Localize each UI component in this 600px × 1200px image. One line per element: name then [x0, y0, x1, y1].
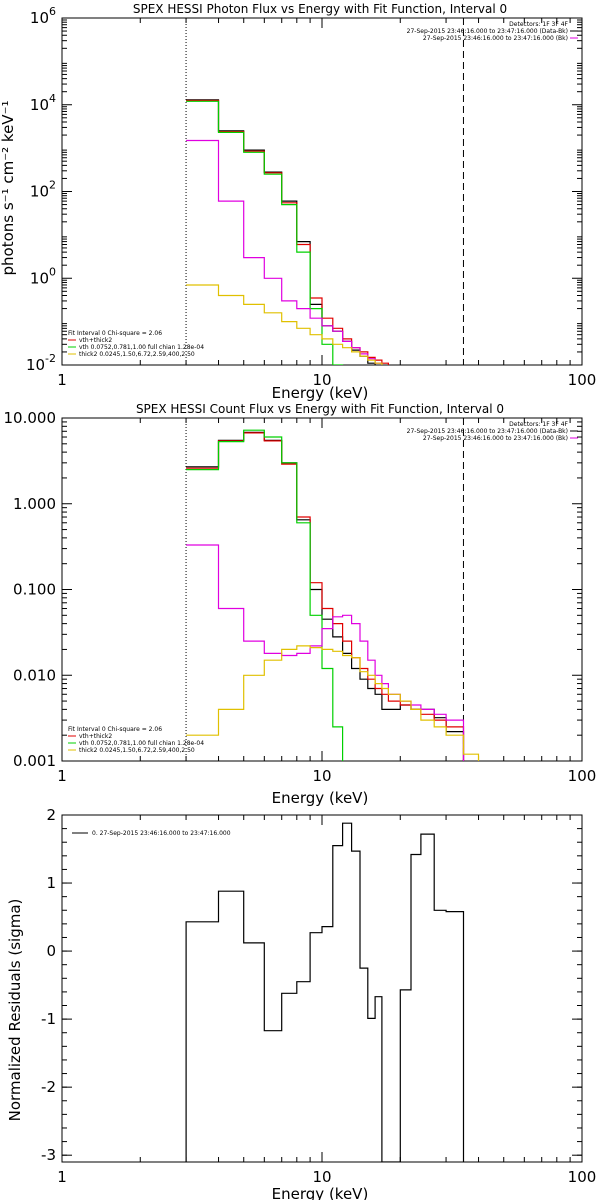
residuals-y-tick-label: -2 — [41, 1078, 56, 1096]
photon-flux-y-tick-exponent: 2 — [49, 179, 56, 192]
photon-flux-y-tick-exponent: 4 — [49, 92, 56, 105]
count-flux-series-thermal — [186, 429, 344, 761]
photon-flux-y-tick-label: 100 — [30, 265, 56, 287]
photon-flux-x-tick-label: 100 — [568, 371, 597, 389]
photon-flux-y-tick-label: 104 — [30, 92, 56, 114]
count-flux-y-tick-label: 10.000 — [4, 409, 57, 427]
photon-flux-title: SPEX HESSI Photon Flux vs Energy with Fi… — [133, 2, 507, 16]
photon-flux-legend-entry: Fit Interval 0 Chi-square = 2.06 — [68, 330, 162, 337]
count-flux-y-tick-label: 0.001 — [13, 752, 56, 770]
residuals-ylabel: Normalized Residuals (sigma) — [6, 899, 24, 1122]
count-flux-y-tick-label: 0.100 — [13, 581, 56, 599]
photon-flux-y-tick-base: 10 — [26, 356, 45, 374]
photon-flux-legend-entry: vth+thick2 — [79, 337, 112, 344]
residuals-x-tick-label: 10 — [312, 1168, 331, 1186]
residuals-series-data — [185, 822, 465, 1162]
photon-flux-y-tick-base: 10 — [30, 9, 49, 27]
photon-flux-panel: SPEX HESSI Photon Flux vs Energy with Fi… — [0, 2, 597, 402]
count-flux-x-tick-label: 10 — [312, 767, 331, 785]
count-flux-series-total — [186, 432, 465, 761]
count-flux-legend-entry: thick2 0.0245,1.50,6.72,2.59,400,2.50 — [79, 747, 195, 754]
photon-flux-xlabel: Energy (keV) — [272, 384, 369, 402]
photon-flux-y-tick-base: 10 — [30, 96, 49, 114]
photon-flux-x-tick-label: 1 — [57, 371, 67, 389]
photon-flux-series-power-law — [186, 139, 383, 365]
photon-flux-corner-text: 27-Sep-2015 23:46:16.000 to 23:47:16.000… — [423, 35, 568, 42]
photon-flux-x-tick-label: 10 — [312, 371, 331, 389]
photon-flux-legend-entry: thick2 0.0245,1.50,6.72,2.59,400,2.50 — [79, 351, 195, 358]
count-flux-corner-text: 27-Sep-2015 23:46:16.000 to 23:47:16.000… — [407, 428, 568, 435]
residuals-series-group — [185, 822, 465, 1162]
photon-flux-y-tick-base: 10 — [30, 183, 49, 201]
residuals-plot-frame — [61, 814, 583, 1163]
count-flux-x-tick-label: 1 — [57, 767, 67, 785]
photon-flux-y-tick-label: 102 — [30, 179, 56, 201]
photon-flux-corner-text: Detectors: 1F 3F 4F — [509, 21, 568, 28]
count-flux-y-tick-label: 1.000 — [13, 495, 56, 513]
residuals-panel: Energy (keV) Normalized Residuals (sigma… — [6, 806, 596, 1200]
count-flux-xlabel: Energy (keV) — [272, 789, 369, 807]
photon-flux-series-data — [186, 99, 376, 365]
count-flux-x-tick-label: 100 — [568, 767, 597, 785]
count-flux-corner-text: Detectors: 1F 3F 4F — [509, 421, 568, 428]
photon-flux-y-tick-exponent: 6 — [49, 5, 56, 18]
count-flux-corner-text: 27-Sep-2015 23:46:16.000 to 23:47:16.000… — [423, 435, 568, 442]
photon-flux-y-tick-label: 10-2 — [26, 352, 56, 374]
photon-flux-y-tick-exponent: 0 — [49, 265, 56, 278]
count-flux-title: SPEX HESSI Count Flux vs Energy with Fit… — [136, 402, 504, 416]
residuals-xlabel: Energy (keV) — [272, 1185, 369, 1200]
count-flux-y-tick-label: 0.010 — [13, 666, 56, 684]
photon-flux-series-group — [186, 99, 389, 365]
count-flux-series-thick-target — [186, 645, 480, 761]
count-flux-legend-entry: Fit Interval 0 Chi-square = 2.06 — [68, 726, 162, 733]
residuals-x-tick-label: 1 — [57, 1168, 67, 1186]
residuals-y-tick-label: -3 — [41, 1146, 56, 1164]
photon-flux-y-tick-base: 10 — [30, 269, 49, 287]
count-flux-series-power-law — [186, 544, 465, 761]
residuals-x-tick-label: 100 — [568, 1168, 597, 1186]
residuals-y-tick-label: -1 — [41, 1010, 56, 1028]
photon-flux-ylabel: photons s⁻¹ cm⁻² keV⁻¹ — [0, 101, 17, 276]
residuals-y-tick-label: 1 — [46, 874, 56, 892]
photon-flux-legend-entry: vth 0.0752,0.781,1.00 full chian 1.28e-0… — [79, 344, 204, 351]
count-flux-legend-entry: vth+thick2 — [79, 733, 112, 740]
photon-flux-series-thick-target — [186, 284, 383, 365]
count-flux-legend-entry: vth 0.0752,0.781,1.00 full chian 1.28e-0… — [79, 740, 204, 747]
photon-flux-series-thermal — [186, 100, 344, 365]
photon-flux-y-tick-label: 106 — [30, 5, 56, 27]
residuals-y-tick-label: 2 — [46, 806, 56, 824]
count-flux-series-data — [186, 431, 465, 761]
photon-flux-y-tick-exponent: -2 — [45, 352, 56, 365]
photon-flux-series-total — [186, 99, 389, 365]
photon-flux-corner-text: 27-Sep-2015 23:46:16.000 to 23:47:16.000… — [407, 28, 568, 35]
residuals-y-tick-label: 0 — [46, 942, 56, 960]
residuals-legend-entry: 0. 27-Sep-2015 23:46:16.000 to 23:47:16.… — [92, 830, 231, 837]
count-flux-panel: SPEX HESSI Count Flux vs Energy with Fit… — [4, 402, 597, 807]
count-flux-series-group — [186, 429, 480, 761]
